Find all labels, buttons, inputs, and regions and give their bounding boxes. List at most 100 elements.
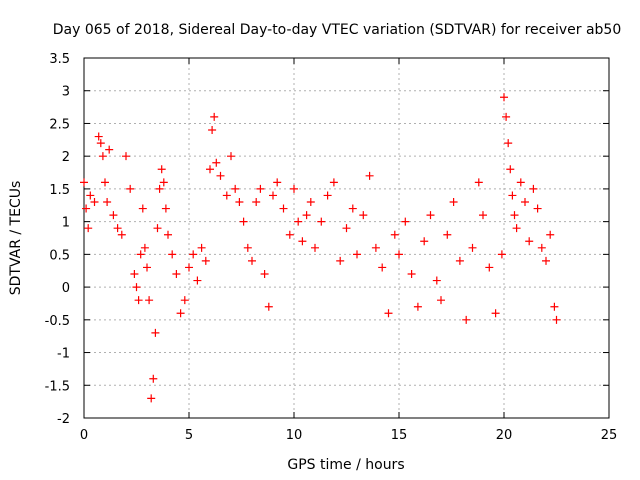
data-point	[168, 250, 177, 259]
data-point	[189, 250, 198, 259]
data-point	[353, 250, 361, 259]
y-tick-label: 1.5	[49, 183, 70, 198]
data-point	[384, 309, 393, 318]
data-point	[365, 171, 374, 180]
data-point	[359, 211, 368, 220]
data-point	[222, 191, 231, 200]
data-point	[510, 211, 519, 220]
data-point	[208, 126, 217, 134]
data-series	[80, 93, 561, 403]
data-point	[243, 243, 252, 252]
data-point	[235, 198, 244, 206]
data-point	[90, 198, 99, 206]
data-point	[504, 139, 513, 148]
data-point	[155, 184, 164, 193]
x-tick-label: 25	[601, 428, 618, 443]
data-point	[231, 184, 240, 193]
data-point	[348, 204, 357, 213]
data-point	[172, 270, 181, 278]
data-point	[98, 152, 107, 161]
y-axis-label: SDTVAR / TECUs	[8, 181, 24, 296]
data-point	[96, 139, 105, 148]
data-point	[479, 211, 487, 220]
y-tick-label: -1	[57, 347, 70, 362]
data-point	[105, 145, 114, 154]
data-point	[533, 204, 542, 213]
data-point	[256, 184, 265, 193]
data-point	[101, 178, 109, 187]
y-tick-label: 2.5	[49, 117, 70, 132]
data-point	[542, 256, 550, 265]
data-point	[94, 132, 103, 141]
data-point	[502, 112, 511, 121]
y-tick-label: 3	[62, 85, 70, 100]
x-tick-label: 20	[496, 428, 513, 443]
data-point	[468, 243, 477, 252]
data-point	[126, 184, 135, 193]
plot-frame	[83, 57, 610, 419]
data-point	[216, 171, 225, 180]
data-point	[521, 198, 529, 206]
data-point	[378, 263, 387, 272]
y-tick-label: 0	[62, 281, 70, 296]
data-point	[176, 309, 185, 318]
data-point	[508, 191, 517, 200]
data-point	[248, 256, 256, 265]
data-point	[185, 263, 193, 272]
data-point	[420, 237, 429, 246]
y-tick-label: -1.5	[45, 379, 70, 394]
data-point	[474, 178, 483, 187]
data-point	[497, 250, 506, 259]
data-point	[134, 296, 143, 305]
data-point	[109, 211, 118, 220]
data-point	[546, 230, 555, 239]
x-tick-label: 15	[391, 428, 408, 443]
data-point	[80, 178, 88, 187]
data-point	[180, 296, 189, 305]
data-point	[516, 178, 525, 187]
data-point	[302, 211, 311, 220]
data-point	[151, 328, 160, 337]
data-point	[294, 217, 303, 226]
data-point	[86, 191, 95, 200]
data-point	[342, 224, 351, 233]
data-point	[395, 250, 403, 259]
y-tick-label: 1	[62, 216, 70, 231]
data-point	[159, 178, 168, 187]
data-point	[269, 191, 277, 200]
data-point	[426, 211, 435, 220]
data-point	[437, 296, 445, 305]
data-point	[552, 315, 561, 324]
y-tick-label: 3.5	[49, 52, 70, 67]
data-point	[279, 204, 288, 213]
data-point	[306, 198, 315, 206]
x-axis-label: GPS time / hours	[287, 457, 404, 473]
data-point	[443, 230, 452, 239]
y-tick-label: 2	[62, 150, 70, 165]
chart-title: Day 065 of 2018, Sidereal Day-to-day VTE…	[53, 22, 622, 38]
data-point	[147, 394, 156, 403]
axis-ticks: 0 5 10 15 20 25 -2 -1.5 -1 -0.5 0 0.5 1 1.5 2 2.5 3 3.5	[45, 52, 618, 443]
data-point	[455, 256, 464, 265]
data-point	[506, 165, 515, 174]
data-point	[491, 309, 500, 318]
data-point	[273, 178, 282, 187]
data-point	[290, 184, 298, 193]
data-point	[407, 270, 416, 278]
data-point	[413, 302, 422, 311]
data-point	[432, 276, 441, 285]
data-point	[138, 204, 147, 213]
data-point	[371, 243, 380, 252]
data-point	[157, 165, 166, 174]
data-point	[264, 302, 273, 311]
y-tick-label: 0.5	[49, 248, 70, 263]
y-tick-label: -2	[57, 412, 70, 427]
data-point	[329, 178, 338, 187]
data-point	[136, 250, 145, 259]
data-point	[164, 230, 172, 239]
data-point	[323, 191, 332, 200]
data-point	[113, 224, 122, 233]
data-point	[130, 270, 139, 278]
data-point	[512, 224, 521, 233]
data-point	[197, 243, 206, 252]
